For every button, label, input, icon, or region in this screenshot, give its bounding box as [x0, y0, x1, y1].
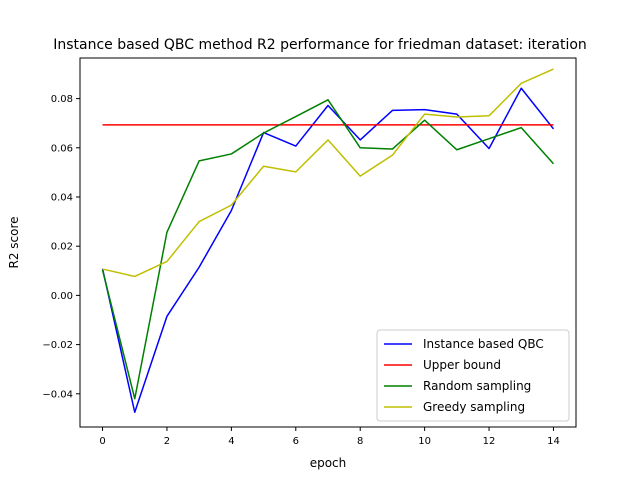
x-tick-label: 10	[418, 436, 431, 447]
legend-label: Instance based QBC	[423, 337, 544, 351]
series-line-0	[101, 87, 555, 413]
x-tick-label: 2	[164, 436, 170, 447]
legend: Instance based QBC Upper bound Random samp…	[376, 329, 570, 422]
y-tick-label: −0.02	[42, 340, 73, 351]
y-tick-label: −0.04	[42, 389, 73, 400]
axes-frame	[79, 57, 577, 428]
x-tick-label: 12	[483, 436, 496, 447]
x-axis: 0 2 4 6 8 10 12 14	[99, 427, 560, 447]
series-line-3	[102, 68, 554, 278]
plot-area	[101, 68, 555, 413]
series-line-2	[101, 99, 555, 400]
legend-box	[376, 329, 570, 422]
y-tick-label: 0.08	[51, 94, 73, 105]
legend-label: Upper bound	[423, 358, 501, 372]
y-tick-label: 0.00	[51, 291, 73, 302]
legend-label: Random sampling	[423, 379, 531, 393]
y-axis: −0.04 −0.02 0.00 0.02 0.04 0.06 0.08	[42, 94, 80, 400]
x-tick-label: 4	[228, 436, 234, 447]
legend-label: Greedy sampling	[423, 400, 525, 414]
y-axis-label: R2 score	[7, 216, 21, 268]
y-tick-label: 0.06	[51, 143, 73, 154]
x-tick-label: 6	[293, 436, 299, 447]
y-tick-label: 0.02	[51, 242, 73, 253]
x-axis-label: epoch	[310, 456, 347, 470]
chart-title: Instance based QBC method R2 performance…	[53, 37, 587, 53]
x-tick-label: 14	[547, 436, 560, 447]
x-tick-label: 8	[357, 436, 363, 447]
x-tick-label: 0	[99, 436, 105, 447]
y-tick-label: 0.04	[51, 192, 73, 203]
